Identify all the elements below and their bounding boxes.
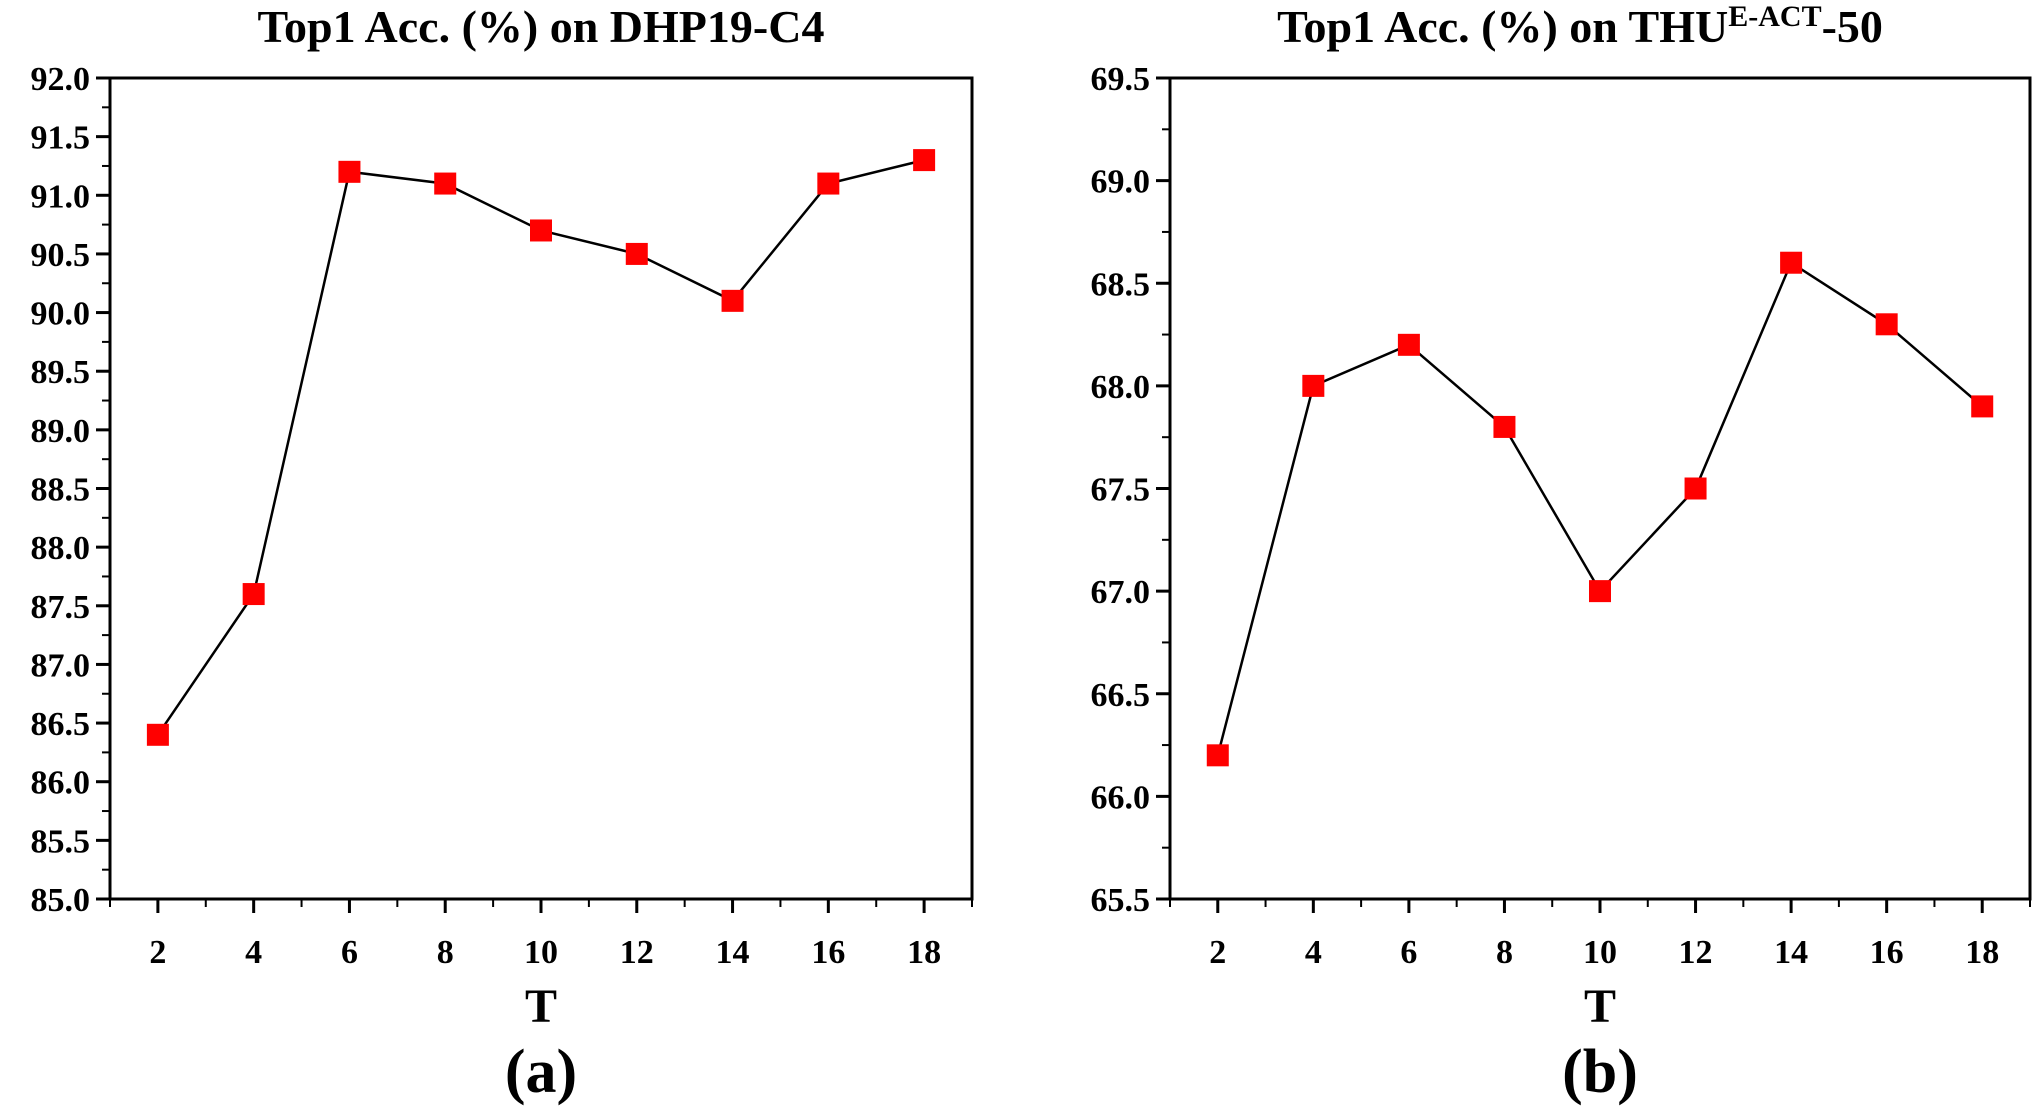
x-tick-label-a: 10 [524, 934, 558, 971]
x-tick-label-b: 18 [1965, 934, 1999, 971]
x-tick-label-b: 4 [1305, 934, 1322, 971]
data-point-b [1302, 374, 1325, 397]
panel-caption-b: (b) [1562, 1038, 1638, 1106]
x-axis-label-a: T [525, 980, 557, 1033]
data-point-b [1875, 313, 1898, 336]
y-tick-label-a: 92.0 [31, 61, 91, 98]
plot-frame-a [108, 76, 974, 901]
data-point-b [1684, 477, 1707, 500]
y-tick-label-a: 88.0 [31, 530, 91, 567]
y-tick-label-b: 67.0 [1091, 574, 1151, 611]
y-tick-label-a: 88.5 [31, 472, 91, 509]
y-tick-label-b: 69.5 [1091, 61, 1151, 98]
chart-title-b: Top1 Acc. (%) on THUE-ACT-50 [1277, 0, 1883, 52]
y-tick-label-a: 90.0 [31, 296, 91, 333]
chart-title-b-suffix: -50 [1822, 1, 1883, 52]
x-tick-label-a: 18 [907, 934, 941, 971]
data-point-b [1780, 251, 1803, 274]
chart-marks-b: 65.5 66.0 66.5 67.0 67.5 68.0 68.5 69.0 69.5 2 4 6 8… [1091, 61, 2032, 971]
data-point-a [242, 583, 265, 606]
x-tick-label-a: 4 [245, 934, 262, 971]
data-point-a [434, 172, 457, 195]
x-tick-label-a: 8 [437, 934, 454, 971]
y-tick-label-a: 89.5 [31, 354, 91, 391]
y-tick-label-b: 67.5 [1091, 472, 1151, 509]
data-point-a [625, 242, 648, 265]
x-tick-label-a: 16 [811, 934, 845, 971]
chart-title-b-main: Top1 Acc. (%) on THU [1277, 1, 1728, 52]
y-tick-label-a: 89.0 [31, 413, 91, 450]
y-tick-label-a: 86.5 [31, 706, 91, 743]
y-tick-label-a: 85.5 [31, 823, 91, 860]
y-tick-label-b: 68.0 [1091, 369, 1151, 406]
chart-panel-a: Top1 Acc. (%) on DHP19-C4 85.085.586.086… [31, 1, 974, 1106]
panel-caption-a: (a) [505, 1038, 577, 1106]
data-point-a [913, 149, 936, 172]
x-tick-label-b: 12 [1679, 934, 1713, 971]
x-tick-label-b: 10 [1583, 934, 1617, 971]
data-point-a [721, 289, 744, 312]
x-tick-label-a: 14 [716, 934, 750, 971]
y-tick-label-b: 66.0 [1091, 779, 1151, 816]
y-tick-label-b: 69.0 [1091, 164, 1151, 201]
chart-panel-b: Top1 Acc. (%) on THUE-ACT-50 65.5 66.0 66.… [1091, 0, 2032, 1106]
data-point-b [1397, 333, 1420, 356]
y-tick-label-a: 86.0 [31, 765, 91, 802]
data-point-a [338, 160, 361, 183]
y-tick-label-a: 85.0 [31, 882, 91, 919]
data-point-a [146, 723, 169, 746]
x-tick-label-a: 12 [620, 934, 654, 971]
x-tick-label-b: 8 [1496, 934, 1513, 971]
x-tick-label-b: 14 [1774, 934, 1808, 971]
data-point-b [1493, 415, 1516, 438]
y-tick-label-a: 87.5 [31, 589, 91, 626]
y-tick-label-a: 90.5 [31, 237, 91, 274]
chart-marks-a: 85.0 85.5 86.0 86.5 87.0 87.5 88.0 88.5 89.0 89.5… [31, 61, 974, 971]
data-point-b [1971, 395, 1994, 418]
y-tick-label-a: 91.5 [31, 120, 91, 157]
series-line-b [1216, 260, 1984, 756]
x-axis-label-b: T [1584, 980, 1616, 1033]
y-tick-label-a: 87.0 [31, 647, 91, 684]
x-tick-label-a: 6 [341, 934, 358, 971]
chart-title-b-superscript: E-ACT [1728, 0, 1821, 33]
chart-title-a: Top1 Acc. (%) on DHP19-C4 [258, 1, 825, 52]
y-tick-label-b: 66.5 [1091, 677, 1151, 714]
data-point-b [1206, 744, 1229, 767]
plot-frame-b [1168, 76, 2032, 901]
x-tick-label-b: 2 [1209, 934, 1226, 971]
x-tick-label-b: 16 [1870, 934, 1904, 971]
series-line-a [156, 158, 925, 736]
y-tick-label-b: 65.5 [1091, 882, 1151, 919]
x-tick-label-a: 2 [149, 934, 166, 971]
x-tick-label-b: 6 [1400, 934, 1417, 971]
y-tick-label-a: 91.0 [31, 178, 91, 215]
y-tick-label-b: 68.5 [1091, 266, 1151, 303]
data-point-a [530, 219, 552, 242]
data-point-b [1589, 580, 1611, 603]
data-point-a [817, 172, 840, 195]
